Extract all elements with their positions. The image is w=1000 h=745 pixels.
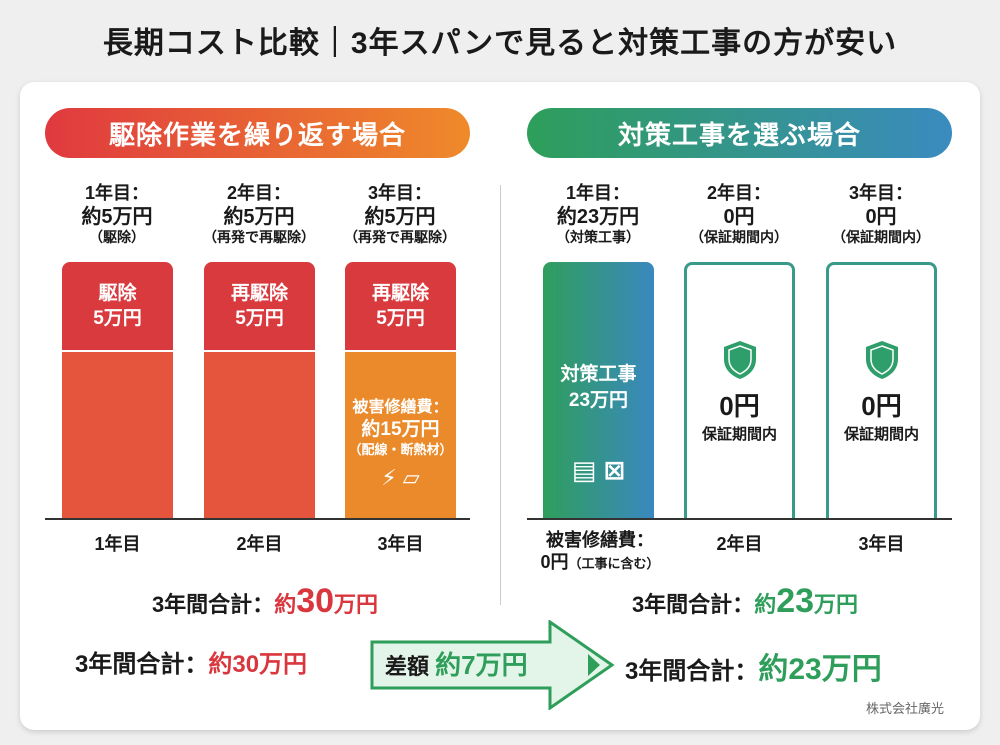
company-credit: 株式会社廣光 [866,701,945,716]
summary-left: 3年間合計：約30万円 [75,651,308,678]
cost-bar: 再駆除 5万円 [204,262,315,518]
shield-icon [723,341,756,379]
difference-label: 差額 約7万円 [385,650,528,680]
year-head: 2年目： 約5万円 （再発で再駆除） [203,183,315,245]
axis-label: 1年目 [94,534,141,554]
vent-guard-icon: ▤ ⊠ [571,455,626,486]
cost-bar: 対策工事 23万円 ▤ ⊠ [543,262,654,518]
shield-icon [865,341,898,379]
page-title: 長期コスト比較｜3年スパンで見ると対策工事の方が安い [102,27,898,60]
left-header: 駆除作業を繰り返す場合 [45,108,470,158]
year-head: 1年目： 約5万円 （駆除） [81,183,153,245]
year-head: 2年目： 0円 （保証期間内） [690,183,788,245]
year-head: 3年目： 0円 （保証期間内） [832,183,930,245]
right-total: 3年間合計：約23万円 [631,582,859,620]
divider [500,185,501,605]
cost-bar: 再駆除 5万円 被害修繕費： 約15万円 （配線・断熱材） ⚡ ▱ [345,262,456,518]
arrow-icon [370,620,615,710]
broken-wire-insulation-icon: ⚡ ▱ [381,465,420,490]
damage-segment: 被害修繕費： 約15万円 （配線・断熱材） ⚡ ▱ [345,352,456,518]
axis-label: 2年目 [716,534,763,554]
axis-label: 2年目 [236,534,283,554]
axis-label: 被害修繕費： 0円（工事に含む） [540,530,660,572]
right-header: 対策工事を選ぶ場合 [527,108,952,158]
summary-right: 3年間合計：約23万円 [625,653,882,686]
baseline [527,518,952,520]
cost-bar: 0円 保証期間内 [826,262,937,518]
year-head: 3年目： 約5万円 （再発で再駆除） [344,183,456,245]
axis-label: 3年目 [858,534,905,554]
baseline [45,518,470,520]
cost-bar: 0円 保証期間内 [684,262,795,518]
cost-bar: 駆除 5万円 [62,262,173,518]
year-head: 1年目： 約23万円 （対策工事） [556,183,640,245]
axis-label: 3年目 [377,534,424,554]
left-total: 3年間合計：約30万円 [151,582,379,620]
